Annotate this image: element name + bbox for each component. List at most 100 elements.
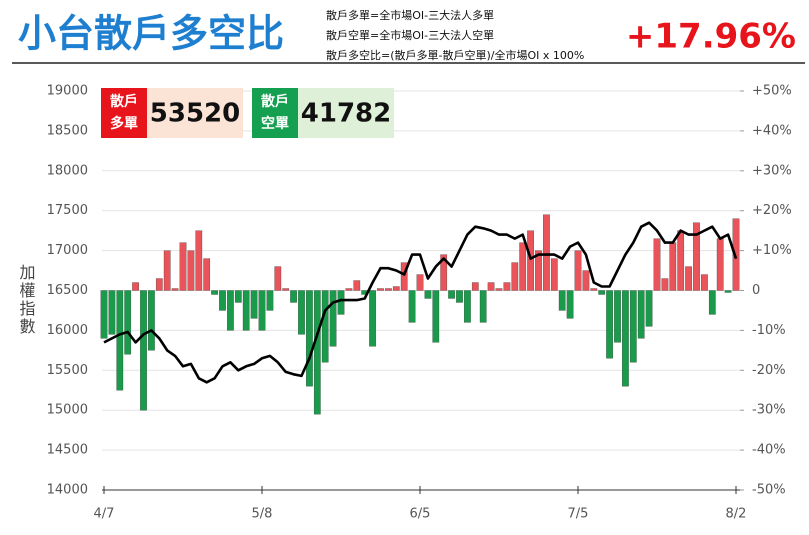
y2-tick-label: +50% [752, 84, 792, 99]
chart-title: 小台散戶多空比 [18, 12, 284, 56]
bar [558, 290, 566, 311]
bar [464, 290, 471, 323]
y2-tick-label: 0 [752, 283, 760, 298]
bar [701, 274, 708, 291]
bar [503, 282, 511, 291]
bar [124, 290, 132, 355]
bar [487, 282, 495, 291]
note: 散戶多單=全市場OI-三大法人多單 [326, 8, 494, 22]
x-tick-label: 5/8 [252, 507, 273, 522]
bar [629, 290, 637, 363]
box-label: 散戶空單 [261, 93, 289, 132]
line [103, 221, 738, 384]
bar [353, 280, 361, 291]
y2-tick-label: +40% [752, 123, 792, 138]
y-tick-label: 16000 [47, 323, 88, 338]
bar [448, 290, 455, 299]
y-tick-label: 17000 [47, 243, 88, 258]
y2-tick-label: +20% [752, 203, 792, 218]
y-tick-label: 15000 [47, 403, 88, 418]
y-tick-label: 14000 [47, 483, 88, 498]
bar [574, 250, 582, 291]
y-tick-label: 16500 [47, 283, 88, 298]
bar [195, 230, 203, 291]
bar [298, 290, 305, 335]
box-value: 53520 [150, 99, 240, 129]
bar [543, 214, 550, 291]
bar [479, 290, 487, 323]
bar [669, 242, 677, 291]
bar [693, 222, 700, 291]
bar [432, 290, 440, 343]
bar [456, 290, 463, 303]
bar [400, 262, 408, 291]
y2-tick-label: -20% [752, 363, 786, 378]
bar [535, 250, 542, 291]
y-axis-title: 加權指數 [17, 264, 36, 336]
bar [527, 230, 534, 291]
bar [724, 290, 732, 293]
bar [606, 290, 613, 359]
box-label-bg [252, 88, 298, 138]
x-tick-label: 7/5 [568, 507, 589, 522]
bar [424, 290, 432, 299]
note: 散戶空單=全市場OI-三大法人空單 [326, 28, 494, 42]
y2-tick-label: -50% [752, 483, 786, 498]
bar [203, 258, 211, 291]
bar [140, 290, 147, 411]
bar [685, 266, 692, 291]
bar [392, 286, 400, 291]
bar [677, 230, 685, 291]
bar [440, 254, 448, 291]
bar [637, 290, 645, 339]
y-tick-label: 18000 [47, 163, 88, 178]
bar [653, 238, 661, 291]
bar [321, 290, 329, 363]
box-label: 散戶多單 [110, 93, 138, 132]
y2-tick-label: +10% [752, 243, 792, 258]
bar [716, 238, 724, 291]
bar [242, 290, 250, 331]
y2-tick-label: -30% [752, 403, 786, 418]
y-tick-label: 14500 [47, 443, 88, 458]
bar [266, 290, 274, 311]
y-tick-label: 18500 [47, 123, 88, 138]
y-tick-label: 19000 [47, 84, 88, 99]
box-value: 41782 [301, 99, 391, 129]
bar [211, 290, 218, 295]
bar [661, 278, 669, 291]
bar [250, 290, 258, 319]
bar [519, 242, 527, 291]
bar [416, 274, 424, 291]
bar [219, 290, 226, 311]
bar [471, 282, 479, 291]
bar [582, 270, 590, 291]
headline: +17.96% [626, 17, 796, 57]
bar [274, 266, 282, 291]
bar [306, 290, 313, 387]
bar [511, 262, 519, 291]
y2-tick-label: -10% [752, 323, 786, 338]
bar [566, 290, 574, 319]
note: 散戶多空比=(散戶多單-散戶空單)/全市場OI x 100% [326, 48, 584, 62]
bar [495, 288, 503, 291]
bar [187, 250, 195, 291]
bar [234, 290, 242, 303]
bar [598, 290, 606, 295]
y2-tick-label: +30% [752, 163, 792, 178]
x-tick-label: 6/5 [410, 507, 431, 522]
bar [155, 278, 163, 291]
box-value-bg [147, 88, 243, 138]
bar [132, 282, 139, 291]
y-tick-label: 17500 [47, 203, 88, 218]
bar [313, 290, 321, 415]
bar [258, 290, 266, 331]
bar [171, 288, 179, 291]
bar [708, 290, 716, 315]
bar [116, 290, 124, 391]
bar [108, 290, 116, 335]
bar [645, 290, 653, 327]
bar [369, 290, 376, 347]
bar [377, 288, 384, 291]
bar [163, 250, 171, 291]
